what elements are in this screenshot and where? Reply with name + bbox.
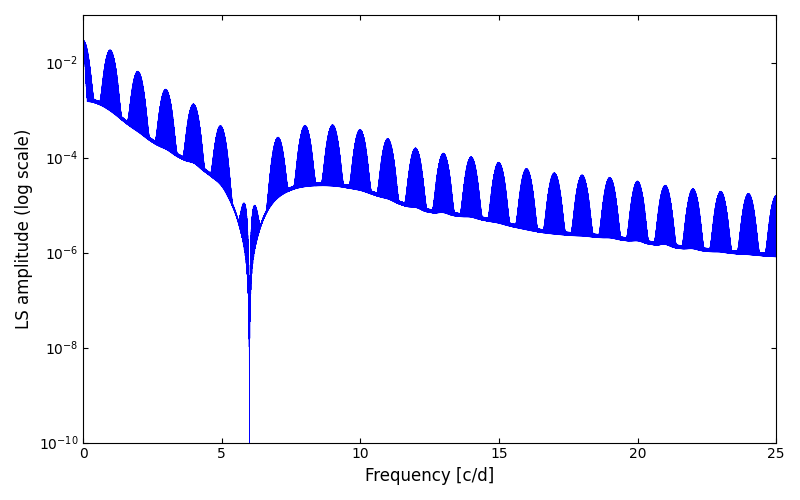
X-axis label: Frequency [c/d]: Frequency [c/d] (365, 467, 494, 485)
Y-axis label: LS amplitude (log scale): LS amplitude (log scale) (15, 128, 33, 329)
